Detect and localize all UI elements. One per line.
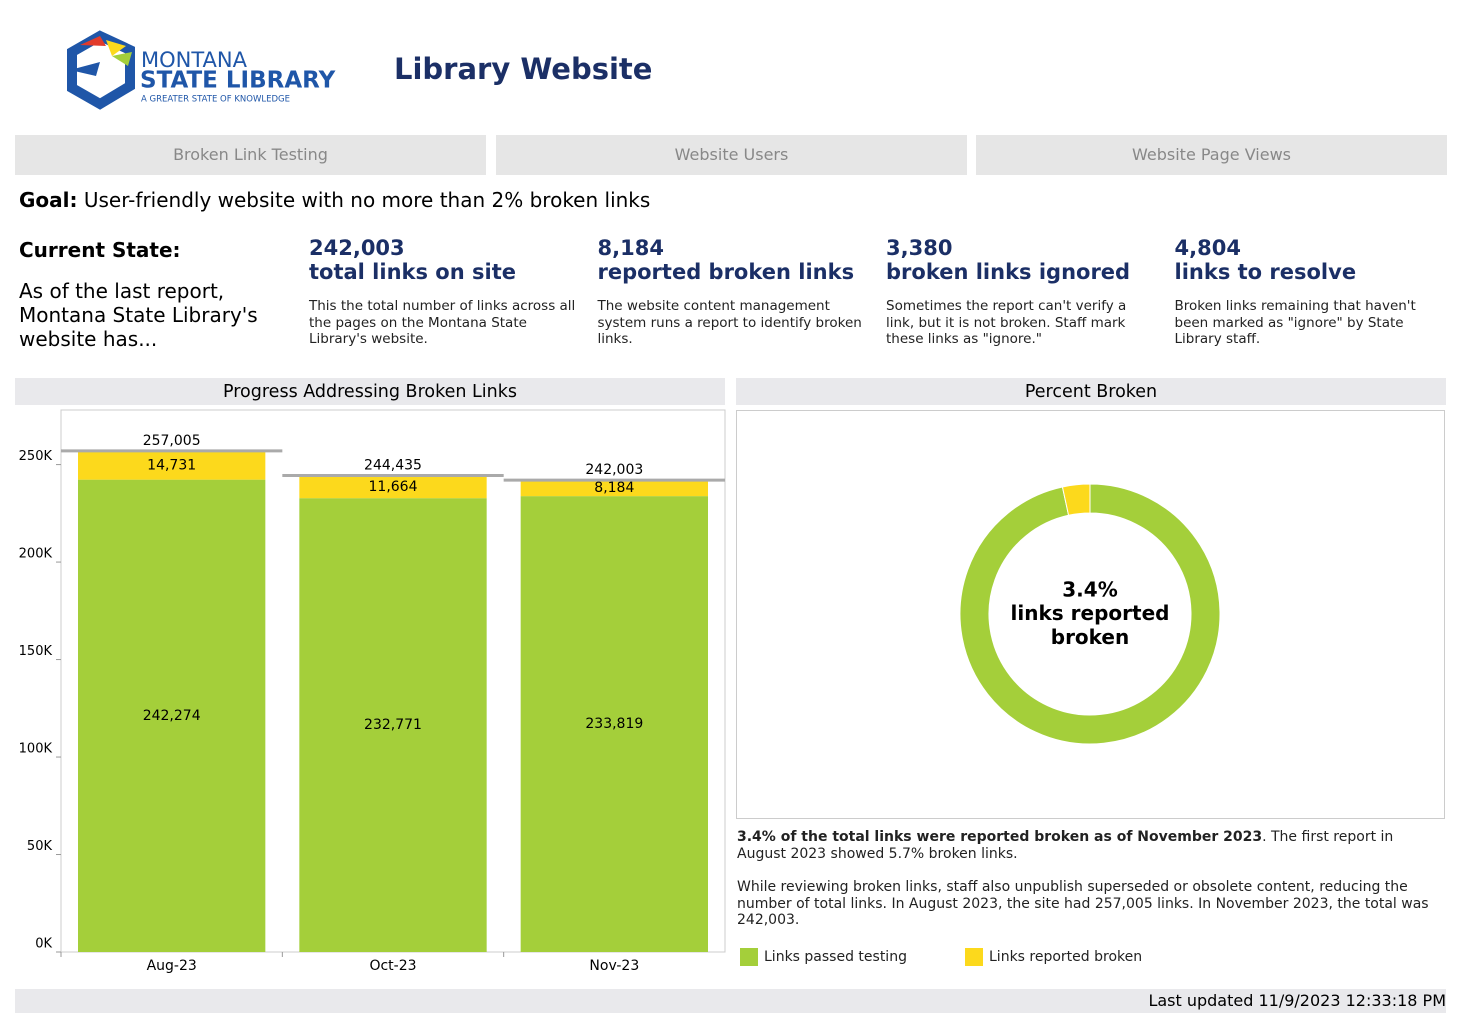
legend-item: Links reported broken <box>965 948 1142 966</box>
kpi: 4,804 links to resolve Broken links remain… <box>1175 236 1445 348</box>
page-title: Library Website <box>394 52 653 86</box>
data-label: 232,771 <box>364 717 422 733</box>
logo-tagline: A GREATER STATE OF KNOWLEDGE <box>141 95 290 105</box>
x-tick-label: Oct-23 <box>369 958 416 974</box>
logo-line2: STATE LIBRARY <box>140 68 336 94</box>
footer: Last updated 11/9/2023 12:33:18 PM <box>1148 991 1446 1010</box>
kpi-description: Broken links remaining that haven't been… <box>1174 298 1416 347</box>
total-label: 257,005 <box>143 433 201 449</box>
legend-swatch <box>965 948 983 966</box>
total-label: 244,435 <box>364 457 422 473</box>
data-label: 14,731 <box>147 457 196 473</box>
center-value: 3.4% <box>1062 578 1117 602</box>
kpi: 8,184 reported broken links The website co… <box>598 236 868 348</box>
y-tick-label: 150K <box>19 644 53 659</box>
data-label: 8,184 <box>594 480 634 496</box>
legend-item: Links passed testing <box>740 948 907 966</box>
bar-segment <box>78 450 266 480</box>
kpi: 242,003 total links on site This the total… <box>309 236 579 348</box>
center-text: links reported broken <box>1011 601 1170 649</box>
kpi: 3,380 broken links ignored Sometimes the r… <box>886 236 1156 348</box>
x-tick-label: Nov-23 <box>589 958 639 974</box>
data-label: 233,819 <box>585 716 643 732</box>
y-tick-label: 200K <box>19 547 53 562</box>
footer-bar <box>15 989 1446 1013</box>
bar-segment <box>78 479 266 952</box>
kpi-value: 242,003 <box>309 236 405 260</box>
tab[interactable]: Broken Link Testing <box>15 135 486 175</box>
y-tick-label: 50K <box>27 839 53 854</box>
legend-swatch <box>740 948 758 966</box>
chart-title: Percent Broken <box>1025 382 1157 402</box>
bar-segment <box>299 498 487 952</box>
donut-slice <box>1061 483 1091 516</box>
tab[interactable]: Website Users <box>496 135 967 175</box>
current-state-text: As of the last report, Montana State Lib… <box>19 279 258 351</box>
plot-frame <box>736 410 1445 819</box>
bar-segment <box>299 475 487 499</box>
kpi-label: broken links ignored <box>886 260 1131 284</box>
y-tick-label: 250K <box>19 449 53 464</box>
panel-title-bar <box>736 378 1446 405</box>
kpi-description: This the total number of links across al… <box>309 298 576 347</box>
kpi-label: links to resolve <box>1174 260 1357 284</box>
kpi-value: 3,380 <box>886 236 953 260</box>
legend-label: Links reported broken <box>989 949 1143 965</box>
logo-mark <box>67 30 135 110</box>
kpi-label: reported broken links <box>597 260 855 284</box>
y-tick-label: 0K <box>35 937 52 952</box>
chart-title: Progress Addressing Broken Links <box>223 382 517 402</box>
donut-slice <box>959 483 1221 745</box>
note-paragraph: While reviewing broken links, staff also… <box>737 879 1429 928</box>
goal-label: Goal: <box>19 188 78 212</box>
bar-segment <box>520 496 708 952</box>
goal: Goal: User-friendly website with no more… <box>19 188 650 212</box>
panel-title-bar <box>15 378 725 405</box>
kpi-description: Sometimes the report can't verify a link… <box>886 298 1127 347</box>
total-label: 242,003 <box>585 462 643 478</box>
kpi-value: 8,184 <box>597 236 664 260</box>
note-text: . The first report in August 2023 showed… <box>737 829 1394 862</box>
legend-label: Links passed testing <box>764 949 907 965</box>
note-bold: 3.4% of the total links were reported br… <box>737 829 1263 845</box>
goal-text: User-friendly website with no more than … <box>83 188 651 212</box>
tab[interactable]: Website Page Views <box>976 135 1447 175</box>
logo-line1: MONTANA <box>141 48 248 72</box>
note-paragraph: 3.4% of the total links were reported br… <box>737 829 1442 862</box>
data-label: 242,274 <box>143 708 201 724</box>
bar-segment <box>520 480 708 497</box>
kpi-label: total links on site <box>309 260 516 284</box>
notes: 3.4% of the total links were reported br… <box>737 829 1442 929</box>
y-tick-label: 100K <box>19 742 53 757</box>
kpi-value: 4,804 <box>1174 236 1241 260</box>
current-state-label: Current State: <box>19 238 181 262</box>
data-label: 11,664 <box>369 479 418 495</box>
kpi-description: The website content management system ru… <box>597 298 862 347</box>
x-tick-label: Aug-23 <box>147 958 197 974</box>
